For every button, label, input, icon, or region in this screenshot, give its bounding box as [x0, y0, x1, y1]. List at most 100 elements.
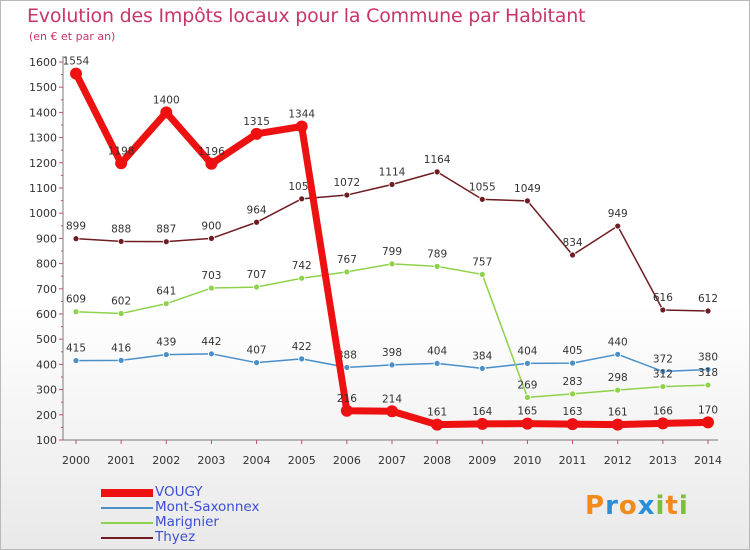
data-label-vougy: 164: [472, 406, 492, 418]
logo-letter: P: [585, 491, 606, 521]
data-point-vougy: [160, 106, 173, 119]
data-point-marignier: [614, 386, 622, 394]
legend-label: Mont-Saxonnex: [155, 499, 260, 515]
data-point-mont-saxonnex: [208, 350, 215, 358]
x-tick-label: 2008: [423, 454, 451, 467]
data-point-thyez: [704, 307, 712, 315]
data-point-vougy: [611, 418, 624, 431]
data-label-thyez: 900: [201, 220, 221, 232]
y-tick-label: 200: [36, 409, 57, 422]
data-point-marignier: [343, 268, 351, 276]
data-label-marignier: 799: [382, 246, 402, 258]
x-tick-label: 2006: [333, 454, 361, 467]
x-tick-label: 2013: [649, 454, 677, 467]
data-label-thyez: 887: [156, 224, 176, 236]
data-point-marignier: [208, 284, 215, 292]
data-point-thyez: [433, 168, 441, 176]
data-point-thyez: [343, 191, 351, 199]
data-point-vougy: [566, 418, 579, 431]
y-tick-label: 300: [36, 384, 57, 397]
data-point-thyez: [162, 238, 170, 246]
data-label-mont-saxonnex: 398: [382, 347, 402, 359]
data-label-vougy: 170: [698, 404, 718, 416]
data-label-mont-saxonnex: 440: [608, 336, 628, 348]
data-label-vougy: 1344: [288, 109, 315, 121]
data-point-mont-saxonnex: [704, 366, 712, 373]
y-tick-label: 900: [36, 232, 57, 245]
data-point-mont-saxonnex: [433, 359, 441, 367]
data-point-vougy: [431, 418, 444, 431]
data-point-thyez: [72, 235, 80, 243]
data-label-marignier: 283: [563, 376, 583, 388]
legend-label: Thyez: [155, 529, 196, 545]
data-label-thyez: 612: [698, 293, 718, 305]
data-point-mont-saxonnex: [117, 356, 125, 364]
data-label-marignier: 602: [111, 295, 131, 307]
data-point-marignier: [524, 394, 531, 401]
y-tick-label: 1600: [29, 56, 57, 69]
data-label-mont-saxonnex: 415: [66, 343, 86, 355]
data-point-vougy: [295, 120, 308, 133]
data-label-thyez: 888: [111, 223, 131, 235]
data-point-mont-saxonnex: [253, 359, 260, 367]
data-point-marignier: [569, 390, 576, 398]
legend-label: Marignier: [155, 514, 219, 530]
data-point-mont-saxonnex: [659, 368, 667, 375]
y-tick-label: 1500: [29, 81, 57, 94]
data-label-vougy: 214: [382, 393, 402, 405]
data-point-mont-saxonnex: [298, 355, 306, 363]
y-tick-label: 1100: [29, 182, 57, 195]
x-tick-label: 2009: [468, 454, 496, 467]
data-label-marignier: 703: [201, 270, 221, 282]
x-tick-label: 2003: [197, 454, 225, 467]
data-point-mont-saxonnex: [72, 357, 80, 365]
y-tick-label: 1300: [29, 132, 57, 145]
data-label-marignier: 767: [337, 254, 357, 266]
data-label-vougy: 1400: [153, 94, 180, 106]
data-label-vougy: 163: [563, 406, 583, 418]
data-label-vougy: 1196: [198, 146, 225, 158]
data-label-vougy: 166: [653, 405, 673, 417]
data-label-mont-saxonnex: 380: [698, 351, 718, 363]
logo-letter: i: [655, 491, 666, 521]
y-tick-label: 600: [36, 308, 57, 321]
logo-letter: t: [665, 491, 679, 521]
data-point-marignier: [117, 310, 125, 317]
data-point-vougy: [386, 405, 398, 418]
data-label-marignier: 298: [608, 372, 628, 384]
data-point-vougy: [205, 157, 218, 170]
x-tick-label: 2001: [107, 454, 135, 467]
data-point-marignier: [433, 262, 441, 270]
data-label-thyez: 1049: [514, 183, 541, 195]
x-tick-label: 2000: [62, 454, 90, 467]
data-label-vougy: 165: [517, 406, 537, 418]
legend-swatch: [101, 507, 153, 509]
data-point-thyez: [117, 238, 125, 245]
data-point-mont-saxonnex: [343, 364, 351, 371]
data-point-mont-saxonnex: [614, 350, 622, 358]
data-label-marignier: 757: [472, 256, 492, 268]
data-point-vougy: [521, 417, 534, 430]
data-point-marignier: [659, 383, 667, 390]
x-tick-label: 2005: [288, 454, 316, 467]
data-point-mont-saxonnex: [569, 359, 576, 367]
data-point-marignier: [253, 283, 260, 291]
data-point-thyez: [614, 222, 622, 230]
data-label-marignier: 641: [156, 286, 176, 298]
data-point-marignier: [162, 300, 170, 308]
data-point-vougy: [70, 67, 82, 80]
data-label-mont-saxonnex: 404: [517, 345, 537, 357]
data-label-vougy: 161: [427, 407, 447, 419]
y-tick-label: 100: [36, 434, 57, 447]
data-point-thyez: [524, 197, 531, 205]
data-label-marignier: 269: [517, 379, 537, 391]
data-label-thyez: 1164: [424, 154, 451, 166]
data-point-mont-saxonnex: [388, 361, 396, 369]
data-point-mont-saxonnex: [524, 359, 531, 367]
data-point-marignier: [72, 308, 80, 316]
data-label-mont-saxonnex: 372: [653, 353, 673, 365]
y-tick-label: 700: [36, 283, 57, 296]
data-point-thyez: [253, 218, 260, 226]
data-label-mont-saxonnex: 416: [111, 342, 131, 354]
y-tick-label: 1000: [29, 207, 57, 220]
